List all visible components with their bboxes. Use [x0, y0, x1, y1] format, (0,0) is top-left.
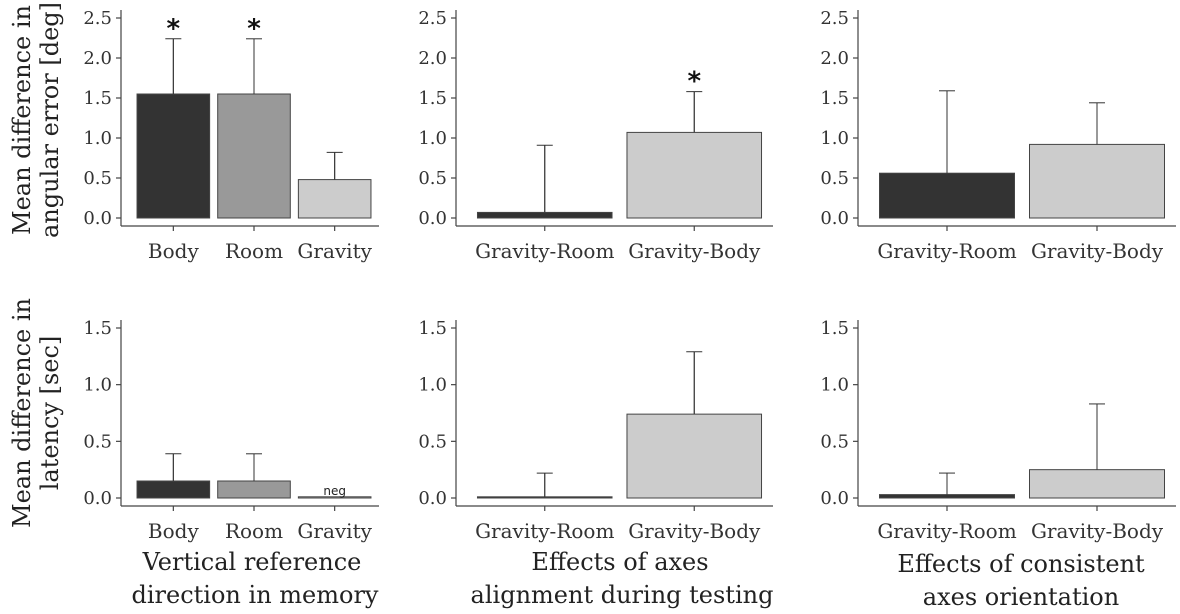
bar-body: [136, 480, 211, 499]
bar-gravity-body: [626, 131, 763, 219]
panel-top-left: 0.0 0.5 1.0 1.5 2.0 2.5 * Body * Room Gravity: [83, 8, 379, 263]
y-tick-label: 1.5: [418, 88, 447, 109]
x-tick-label: Gravity-Body: [1031, 239, 1164, 263]
panel-top-middle: 0.0 0.5 1.0 1.5 2.0 2.5 Gravity-Room * Gravity-B…: [418, 8, 773, 263]
column-title-right-line2: axes orientation: [923, 583, 1119, 611]
bar-gravity-body: [1029, 469, 1165, 499]
panel-bottom-left: 0.0 0.5 1.0 1.5 Body Room neg Gravity: [83, 318, 379, 543]
row-label-bottom-line1: Mean difference in: [8, 298, 36, 528]
column-title-middle-line1: Effects of axes: [531, 548, 708, 576]
x-tick-label: Gravity-Body: [628, 239, 761, 263]
x-tick-label: Gravity: [297, 519, 372, 543]
bar-body: [136, 93, 211, 219]
row-label-top-line2: angular error [deg]: [36, 2, 64, 238]
x-tick-label: Gravity-Room: [475, 519, 614, 543]
y-tick-label: 1.0: [83, 375, 112, 396]
y-tick-label: 0.0: [83, 208, 112, 229]
x-tick-label: Gravity-Room: [475, 239, 614, 263]
y-tick-label: 1.0: [418, 375, 447, 396]
x-tick-label: Room: [225, 239, 283, 263]
y-tick-label: 0.0: [820, 208, 849, 229]
panel-top-right: 0.0 0.5 1.0 1.5 2.0 2.5 Gravity-Room Gravity-Bo…: [820, 8, 1176, 263]
bar-gravity-room: [476, 211, 613, 219]
bar-gravity-body: [1029, 143, 1165, 219]
y-tick-label: 0.0: [418, 488, 447, 509]
y-tick-label: 1.5: [820, 88, 849, 109]
y-tick-label: 1.0: [418, 128, 447, 149]
row-label-top-line1: Mean difference in: [8, 5, 36, 235]
x-tick-label: Body: [148, 519, 200, 543]
bar-gravity: [297, 496, 372, 499]
bar-room: [217, 93, 291, 219]
y-tick-label: 0.5: [418, 168, 447, 189]
bar-gravity-room: [476, 496, 613, 499]
y-tick-label: 1.5: [820, 318, 849, 339]
bar-room: [217, 480, 291, 499]
bar-gravity-room: [879, 172, 1015, 219]
y-tick-label: 2.0: [820, 48, 849, 69]
row-label-bottom-line2: latency [sec]: [36, 336, 64, 491]
panel-bottom-middle: 0.0 0.5 1.0 1.5 Gravity-Room Gravity-Body: [418, 318, 773, 543]
x-tick-label: Gravity-Room: [877, 239, 1016, 263]
significance-marker: *: [167, 14, 181, 44]
y-tick-label: 0.0: [820, 488, 849, 509]
column-title-left-line1: Vertical reference: [142, 548, 362, 576]
y-tick-label: 2.5: [83, 8, 112, 29]
x-tick-label: Gravity-Body: [1031, 519, 1164, 543]
y-tick-label: 1.0: [83, 128, 112, 149]
bar-gravity-body: [626, 413, 763, 499]
y-tick-label: 1.5: [418, 318, 447, 339]
x-tick-label: Gravity-Room: [877, 519, 1016, 543]
panel-bottom-right: 0.0 0.5 1.0 1.5 Gravity-Room Gravity-Body: [820, 318, 1176, 543]
significance-marker: *: [687, 67, 701, 97]
y-tick-label: 0.5: [820, 168, 849, 189]
x-tick-label: Gravity-Body: [628, 519, 761, 543]
y-tick-label: 0.5: [418, 431, 447, 452]
x-tick-label: Room: [225, 519, 283, 543]
y-tick-label: 1.5: [83, 318, 112, 339]
y-tick-label: 0.5: [820, 431, 849, 452]
bar-annotation: neg: [323, 484, 346, 498]
y-tick-label: 1.0: [820, 375, 849, 396]
y-tick-label: 2.5: [820, 8, 849, 29]
y-tick-label: 1.0: [820, 128, 849, 149]
y-tick-label: 0.5: [83, 431, 112, 452]
y-tick-label: 0.5: [83, 168, 112, 189]
y-tick-label: 2.0: [418, 48, 447, 69]
y-tick-label: 0.0: [418, 208, 447, 229]
y-tick-label: 2.5: [418, 8, 447, 29]
y-tick-label: 0.0: [83, 488, 112, 509]
bar-gravity: [297, 179, 372, 219]
x-tick-label: Body: [148, 239, 200, 263]
bar-gravity-room: [879, 494, 1015, 499]
y-tick-label: 2.0: [83, 48, 112, 69]
column-title-middle-line2: alignment during testing: [471, 581, 774, 609]
y-tick-label: 1.5: [83, 88, 112, 109]
x-tick-label: Gravity: [297, 239, 372, 263]
significance-marker: *: [247, 14, 261, 44]
column-title-right-line1: Effects of consistent: [897, 550, 1145, 578]
column-title-left-line2: direction in memory: [132, 581, 379, 609]
